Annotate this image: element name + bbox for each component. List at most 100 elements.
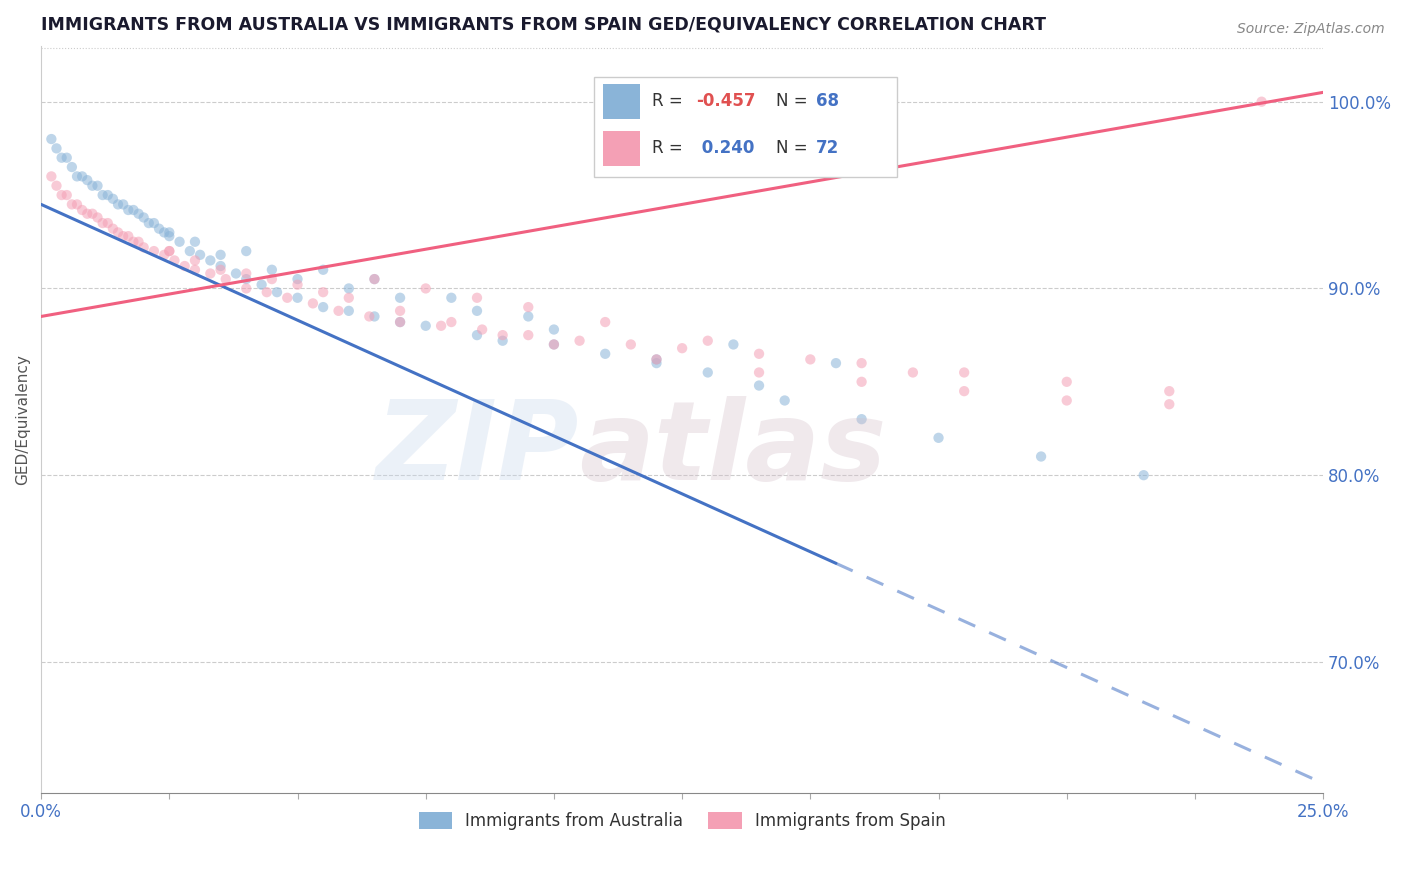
Point <box>851 375 873 389</box>
Point <box>184 262 207 277</box>
Point <box>209 262 232 277</box>
Point <box>101 192 124 206</box>
Point <box>1029 450 1052 464</box>
Bar <box>603 84 640 119</box>
Point <box>328 303 350 318</box>
Point <box>389 315 412 329</box>
Point <box>157 244 180 258</box>
Point <box>51 188 73 202</box>
Point <box>851 356 873 370</box>
Text: 68: 68 <box>817 93 839 111</box>
Point <box>101 221 124 235</box>
Point <box>465 303 488 318</box>
Text: N =: N = <box>776 138 813 157</box>
Point <box>157 229 180 244</box>
Point <box>415 281 437 295</box>
Point <box>440 291 463 305</box>
Text: R =: R = <box>652 138 689 157</box>
Point <box>142 216 165 230</box>
Point <box>82 207 104 221</box>
Text: ZIP: ZIP <box>375 395 579 502</box>
Point <box>41 169 63 184</box>
Point <box>235 272 257 286</box>
Point <box>235 244 257 258</box>
Point <box>157 244 180 258</box>
FancyBboxPatch shape <box>593 77 897 178</box>
Point <box>440 315 463 329</box>
Point <box>773 393 796 408</box>
Point <box>363 272 385 286</box>
Point <box>260 272 283 286</box>
Point <box>86 211 108 225</box>
Point <box>1250 95 1272 109</box>
Point <box>593 347 616 361</box>
Point <box>184 253 207 268</box>
Point <box>1159 384 1181 399</box>
Point <box>91 188 114 202</box>
Point <box>112 229 135 244</box>
Point <box>363 310 385 324</box>
Point <box>55 151 77 165</box>
Point <box>696 366 718 380</box>
Bar <box>603 131 640 166</box>
Point <box>112 197 135 211</box>
Point <box>200 253 222 268</box>
Point <box>117 229 139 244</box>
Text: N =: N = <box>776 93 813 111</box>
Point <box>645 352 668 367</box>
Point <box>517 328 540 343</box>
Point <box>215 272 238 286</box>
Point <box>312 262 335 277</box>
Point <box>928 431 950 445</box>
Point <box>45 141 67 155</box>
Point <box>55 188 77 202</box>
Point <box>122 202 145 217</box>
Point <box>851 412 873 426</box>
Point <box>132 240 155 254</box>
Point <box>66 197 89 211</box>
Point <box>45 178 67 193</box>
Text: -0.457: -0.457 <box>696 93 755 111</box>
Point <box>51 151 73 165</box>
Point <box>389 315 412 329</box>
Point <box>363 272 385 286</box>
Point <box>645 352 668 367</box>
Point <box>209 259 232 273</box>
Point <box>312 285 335 300</box>
Point <box>60 197 83 211</box>
Point <box>128 207 150 221</box>
Point <box>41 132 63 146</box>
Point <box>337 281 360 295</box>
Point <box>260 262 283 277</box>
Point <box>901 366 924 380</box>
Point <box>128 235 150 249</box>
Point <box>82 178 104 193</box>
Point <box>76 207 98 221</box>
Point <box>517 300 540 314</box>
Point <box>491 328 513 343</box>
Point <box>287 272 309 286</box>
Point <box>148 221 170 235</box>
Point <box>256 285 278 300</box>
Point <box>1159 397 1181 411</box>
Point <box>142 244 165 258</box>
Point <box>138 216 160 230</box>
Point <box>287 291 309 305</box>
Point <box>179 244 201 258</box>
Text: atlas: atlas <box>579 395 887 502</box>
Point <box>76 173 98 187</box>
Text: 0.240: 0.240 <box>696 138 754 157</box>
Point <box>188 248 211 262</box>
Point <box>173 259 195 273</box>
Point <box>225 267 247 281</box>
Point <box>748 347 770 361</box>
Text: R =: R = <box>652 93 689 111</box>
Point <box>132 211 155 225</box>
Point <box>200 267 222 281</box>
Point <box>235 267 257 281</box>
Text: 72: 72 <box>817 138 839 157</box>
Point <box>153 248 176 262</box>
Point <box>620 337 643 351</box>
Point <box>107 197 129 211</box>
Text: Source: ZipAtlas.com: Source: ZipAtlas.com <box>1237 22 1385 37</box>
